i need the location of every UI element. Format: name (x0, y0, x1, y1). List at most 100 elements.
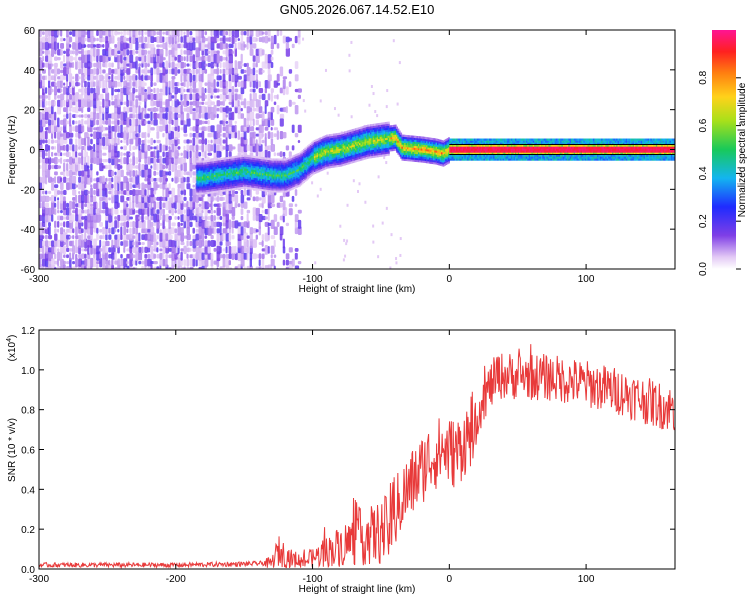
signal-cell (242, 184, 245, 187)
noise-cell (45, 202, 50, 209)
noise-cell (291, 195, 295, 202)
signal-cell (209, 167, 212, 170)
noise-cell (228, 36, 232, 43)
signal-cell (298, 182, 301, 185)
noise-cell (337, 113, 340, 117)
signal-cell (272, 160, 275, 163)
noise-cell (87, 190, 90, 195)
signal-cell (252, 181, 255, 184)
noise-cell (162, 214, 166, 222)
noise-cell (201, 92, 206, 102)
signal-cell (255, 187, 258, 191)
signal-cell (286, 165, 289, 169)
noise-cell (165, 196, 168, 202)
signal-cell (287, 157, 290, 160)
signal-cell (268, 170, 271, 173)
signal-cell (272, 170, 275, 173)
signal-cell (302, 168, 305, 172)
signal-cell (307, 149, 310, 152)
noise-cell (132, 155, 135, 166)
noise-cell (288, 81, 292, 88)
signal-cell (242, 164, 245, 167)
noise-cell (183, 88, 186, 93)
noise-cell (231, 34, 235, 45)
noise-cell (117, 220, 120, 228)
signal-cell (315, 149, 318, 152)
noise-cell (60, 49, 63, 56)
signal-cell (278, 188, 281, 191)
noise-cell (54, 140, 58, 144)
noise-cell (39, 130, 43, 140)
noise-cell (168, 120, 172, 125)
signal-cell (274, 164, 277, 167)
noise-cell (261, 36, 266, 43)
noise-cell (111, 170, 114, 177)
noise-cell (165, 171, 170, 176)
signal-cell (246, 176, 249, 179)
signal-cell (311, 169, 314, 172)
noise-cell (51, 30, 55, 37)
signal-cell (290, 162, 293, 165)
noise-cell (285, 222, 290, 227)
noise-cell (204, 120, 208, 125)
signal-cell (222, 157, 225, 160)
signal-cell (199, 178, 202, 181)
signal-cell (308, 168, 311, 171)
noise-cell (246, 220, 250, 229)
noise-cell (282, 131, 287, 139)
signal-cell (263, 189, 266, 192)
signal-cell (274, 160, 277, 163)
noise-cell (246, 111, 251, 121)
signal-cell (256, 168, 259, 171)
noise-cell (60, 215, 64, 221)
noise-cell (90, 168, 93, 179)
noise-cell (216, 195, 220, 202)
signal-cell (230, 178, 233, 181)
noise-cell (189, 132, 193, 138)
signal-cell (238, 159, 241, 162)
noise-cell (72, 62, 75, 69)
signal-cell (252, 165, 255, 168)
noise-cell (201, 232, 205, 242)
signal-cell (294, 170, 297, 173)
noise-cell (159, 222, 163, 226)
noise-cell (123, 47, 126, 58)
signal-cell (285, 164, 288, 167)
noise-cell (195, 202, 199, 209)
noise-cell (195, 68, 199, 74)
noise-cell (168, 80, 171, 88)
noise-cell (186, 149, 189, 160)
noise-cell (264, 216, 268, 220)
noise-cell (294, 61, 299, 69)
noise-cell (192, 37, 196, 42)
signal-cell (283, 180, 286, 183)
signal-cell (300, 153, 303, 156)
signal-cell (251, 175, 253, 178)
signal-cell (226, 171, 229, 174)
noise-cell (165, 31, 170, 36)
signal-cell (296, 183, 299, 186)
signal-cell (312, 142, 315, 145)
signal-cell (234, 177, 237, 180)
noise-cell (150, 215, 154, 221)
noise-cell (291, 124, 295, 134)
noise-cell (228, 144, 233, 152)
noise-cell (96, 73, 99, 82)
signal-cell (287, 187, 290, 190)
noise-cell (258, 81, 261, 88)
signal-cell (204, 168, 207, 171)
signal-cell (272, 158, 275, 161)
signal-cell (276, 164, 279, 167)
signal-cell (270, 182, 273, 185)
noise-cell (111, 85, 114, 96)
noise-cell (123, 60, 127, 70)
signal-cell (301, 175, 304, 179)
noise-cell (84, 151, 89, 158)
noise-cell (261, 124, 264, 134)
signal-cell (205, 179, 208, 183)
signal-cell (241, 174, 244, 177)
noise-cell (99, 68, 102, 75)
signal-cell (298, 154, 301, 157)
noise-cell (126, 151, 131, 158)
noise-cell (216, 95, 220, 99)
